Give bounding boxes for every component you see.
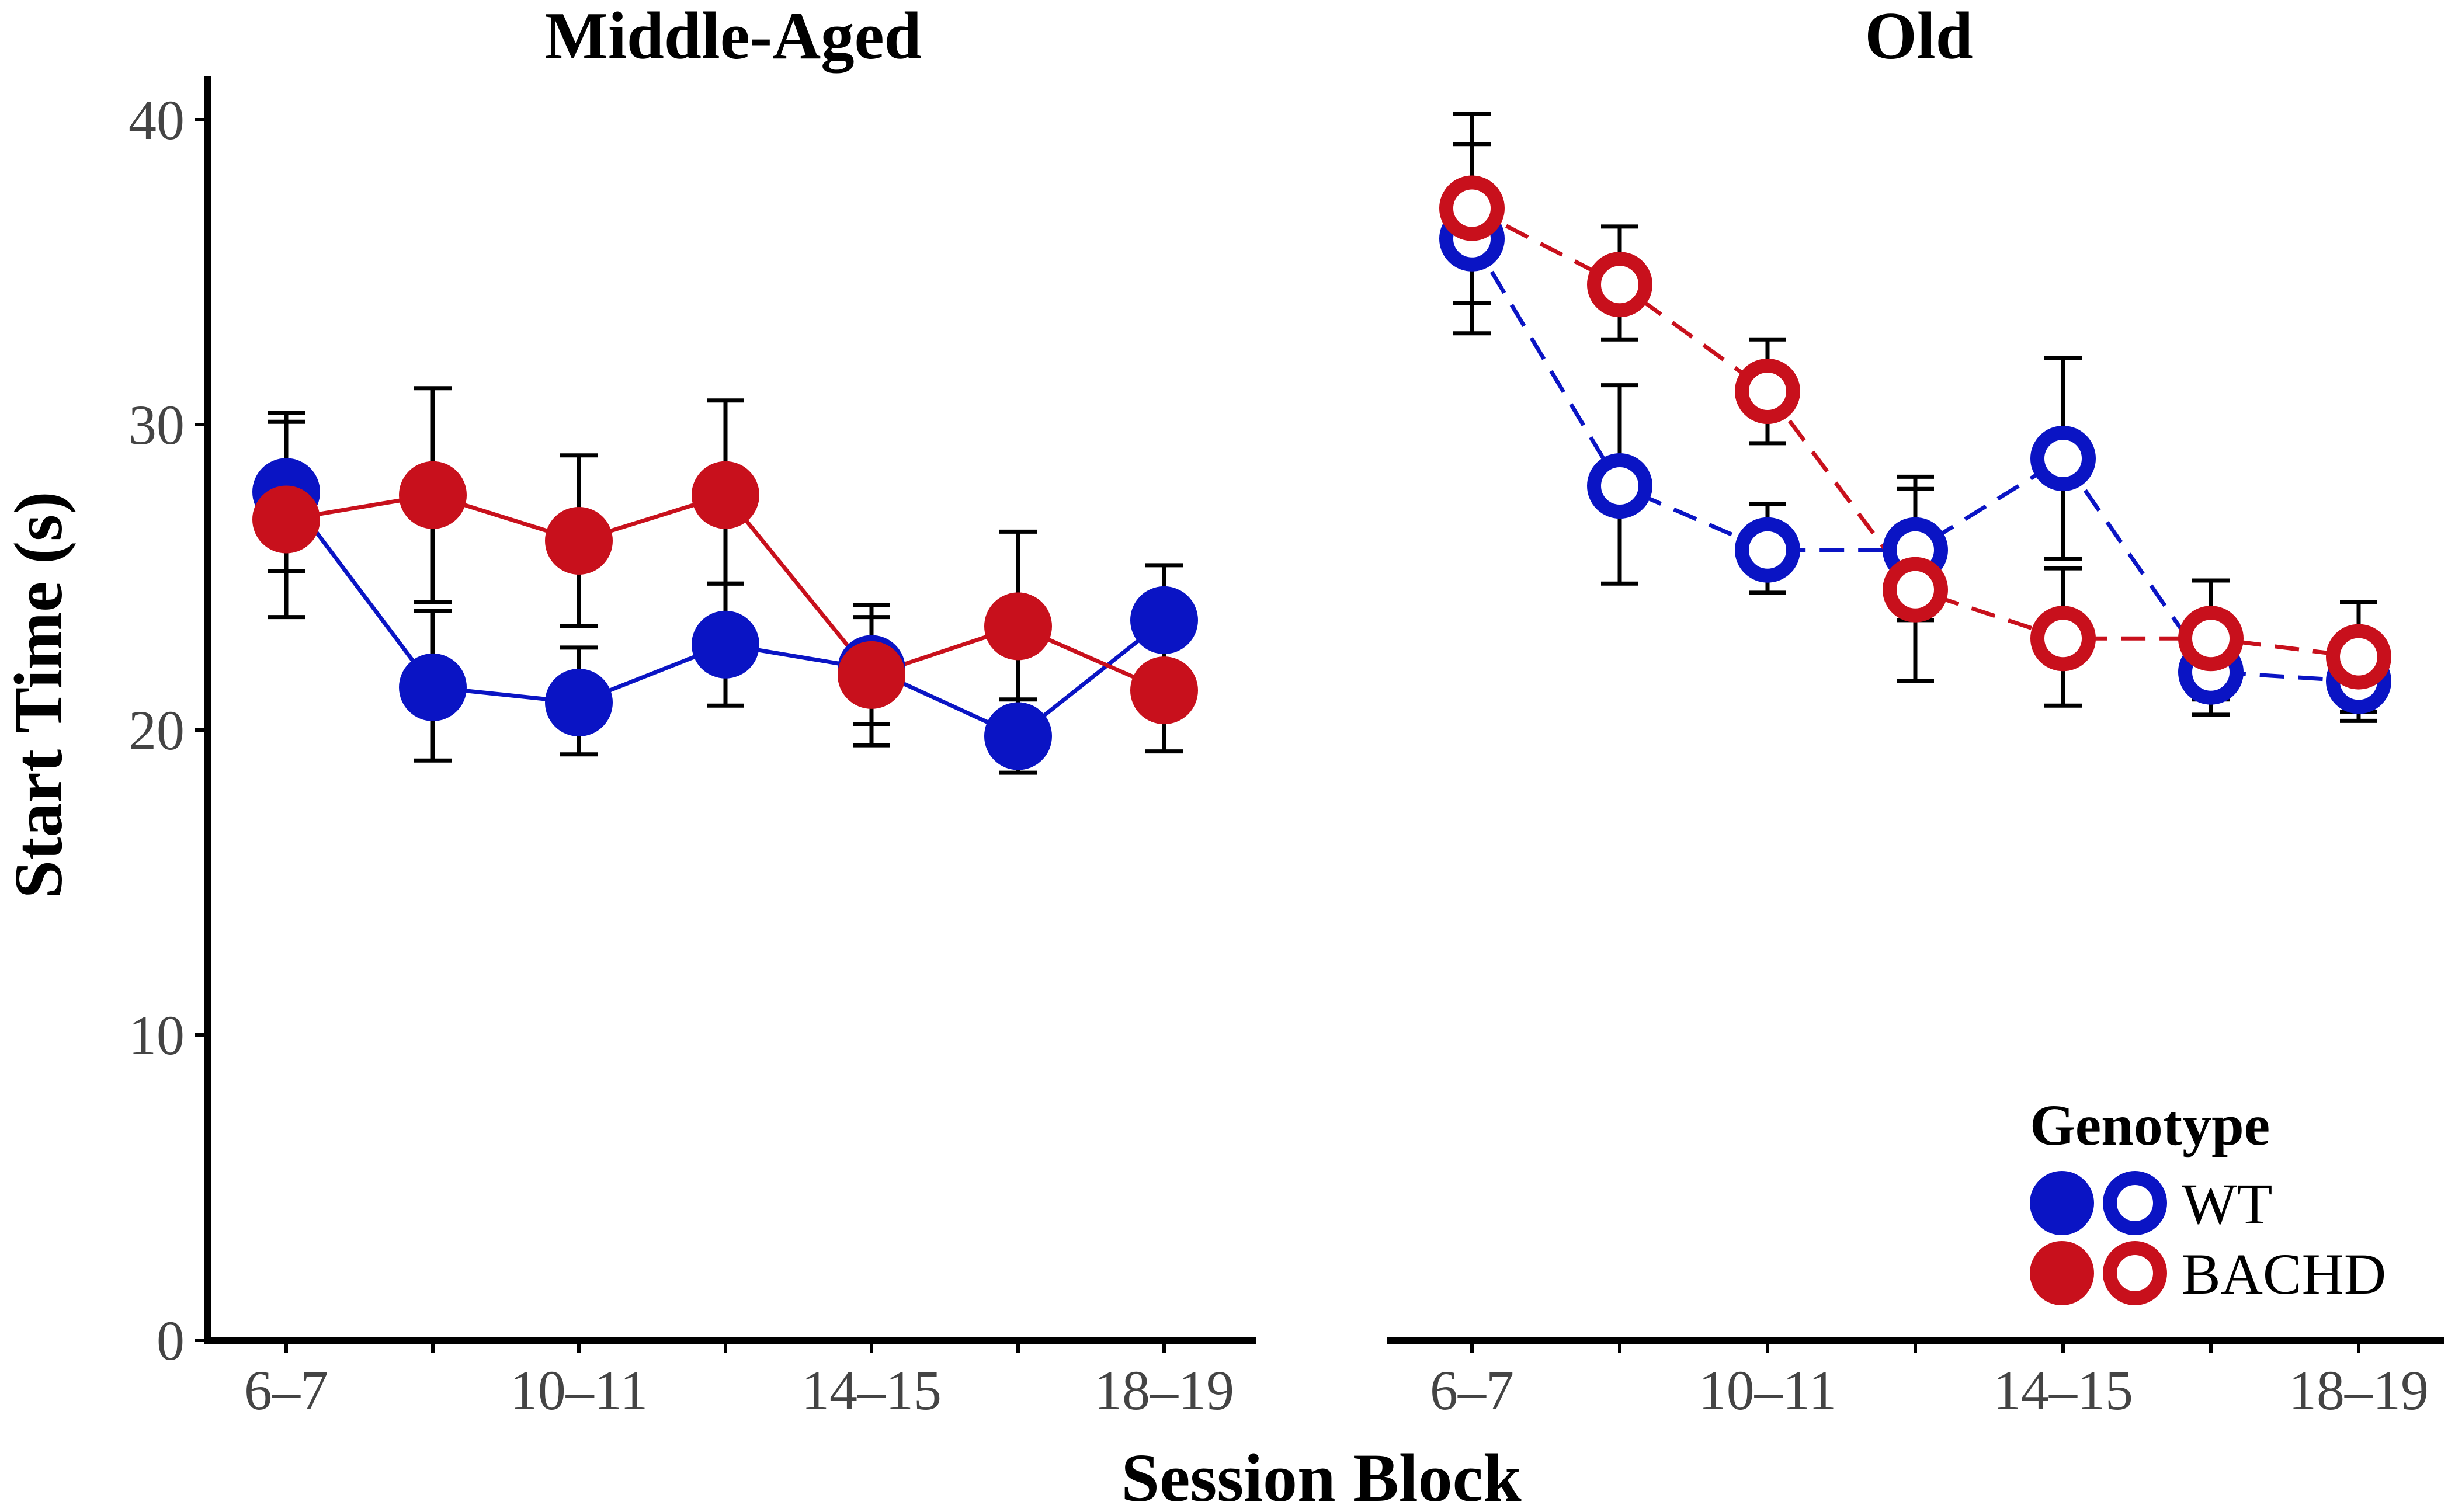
- data-point-middle-aged-wt: [545, 669, 613, 736]
- x-tick-label-18-19: 18–19: [1094, 1359, 1234, 1421]
- legend-bachd-filled-marker: [2030, 1241, 2094, 1305]
- data-point-middle-aged-bachd: [692, 461, 759, 529]
- data-point-old-bachd: [2178, 606, 2244, 672]
- panel-title-old: Old: [1864, 0, 1973, 73]
- legend-wt-filled-marker: [2030, 1171, 2094, 1235]
- data-point-old-wt: [2030, 426, 2096, 491]
- data-point-old-bachd: [2326, 624, 2391, 690]
- x-axis-title: Session Block: [1121, 1440, 1522, 1512]
- y-tick-label-30: 30: [129, 394, 185, 456]
- data-point-middle-aged-bachd: [399, 461, 467, 529]
- y-axis-title: Start Time (s): [0, 492, 77, 899]
- x-tick-labels-old: 6–7 10–11 14–15 18–19: [1430, 1359, 2429, 1421]
- data-point-middle-aged-bachd: [838, 641, 905, 709]
- legend-label-bachd: BACHD: [2182, 1242, 2386, 1306]
- data-point-middle-aged-bachd: [252, 485, 320, 554]
- data-point-middle-aged-wt: [399, 653, 467, 721]
- data-point-old-wt: [1735, 517, 1800, 583]
- legend-bachd-open-marker: [2103, 1241, 2167, 1305]
- data-point-old-bachd: [1587, 252, 1652, 318]
- data-point-middle-aged-bachd: [984, 592, 1052, 661]
- y-tick-labels: 0 10 20 30 40: [129, 89, 185, 1372]
- data-point-old-wt: [1587, 453, 1652, 519]
- legend-wt-open-marker: [2103, 1171, 2167, 1235]
- x-tick-label-14-15: 14–15: [1993, 1359, 2133, 1421]
- y-tick-label-40: 40: [129, 89, 185, 151]
- x-tick-label-10-11: 10–11: [1699, 1359, 1836, 1421]
- x-tick-label-14-15: 14–15: [801, 1359, 942, 1421]
- legend-title: Genotype: [2030, 1093, 2270, 1158]
- data-point-old-bachd: [1883, 557, 1948, 623]
- y-tick-label-0: 0: [157, 1309, 185, 1372]
- legend-label-wt: WT: [2182, 1172, 2272, 1236]
- data-point-middle-aged-bachd: [1130, 656, 1198, 725]
- y-tick-label-10: 10: [129, 1004, 185, 1066]
- x-tick-labels-middle-aged: 6–7 10–11 14–15 18–19: [244, 1359, 1234, 1421]
- x-tick-label-10-11: 10–11: [510, 1359, 648, 1421]
- y-tick-label-20: 20: [129, 699, 185, 762]
- x-tick-label-6-7: 6–7: [1430, 1359, 1514, 1421]
- x-tick-label-18-19: 18–19: [2289, 1359, 2429, 1421]
- data-point-middle-aged-bachd: [545, 507, 613, 575]
- data-point-middle-aged-wt: [984, 702, 1052, 770]
- data-point-middle-aged-wt: [1130, 586, 1198, 654]
- data-points: [252, 175, 2391, 770]
- data-point-old-bachd: [1735, 359, 1800, 424]
- legend: Genotype WT BACHD: [2030, 1093, 2386, 1306]
- panel-title-middle-aged: Middle-Aged: [544, 0, 921, 73]
- x-ticks-middle-aged: [284, 1340, 1166, 1353]
- data-point-old-bachd: [2030, 606, 2096, 672]
- data-point-old-bachd: [1439, 175, 1505, 241]
- y-ticks: [195, 118, 208, 1342]
- x-ticks-old: [1470, 1340, 2360, 1353]
- data-point-middle-aged-wt: [692, 610, 759, 679]
- x-tick-label-6-7: 6–7: [244, 1359, 328, 1421]
